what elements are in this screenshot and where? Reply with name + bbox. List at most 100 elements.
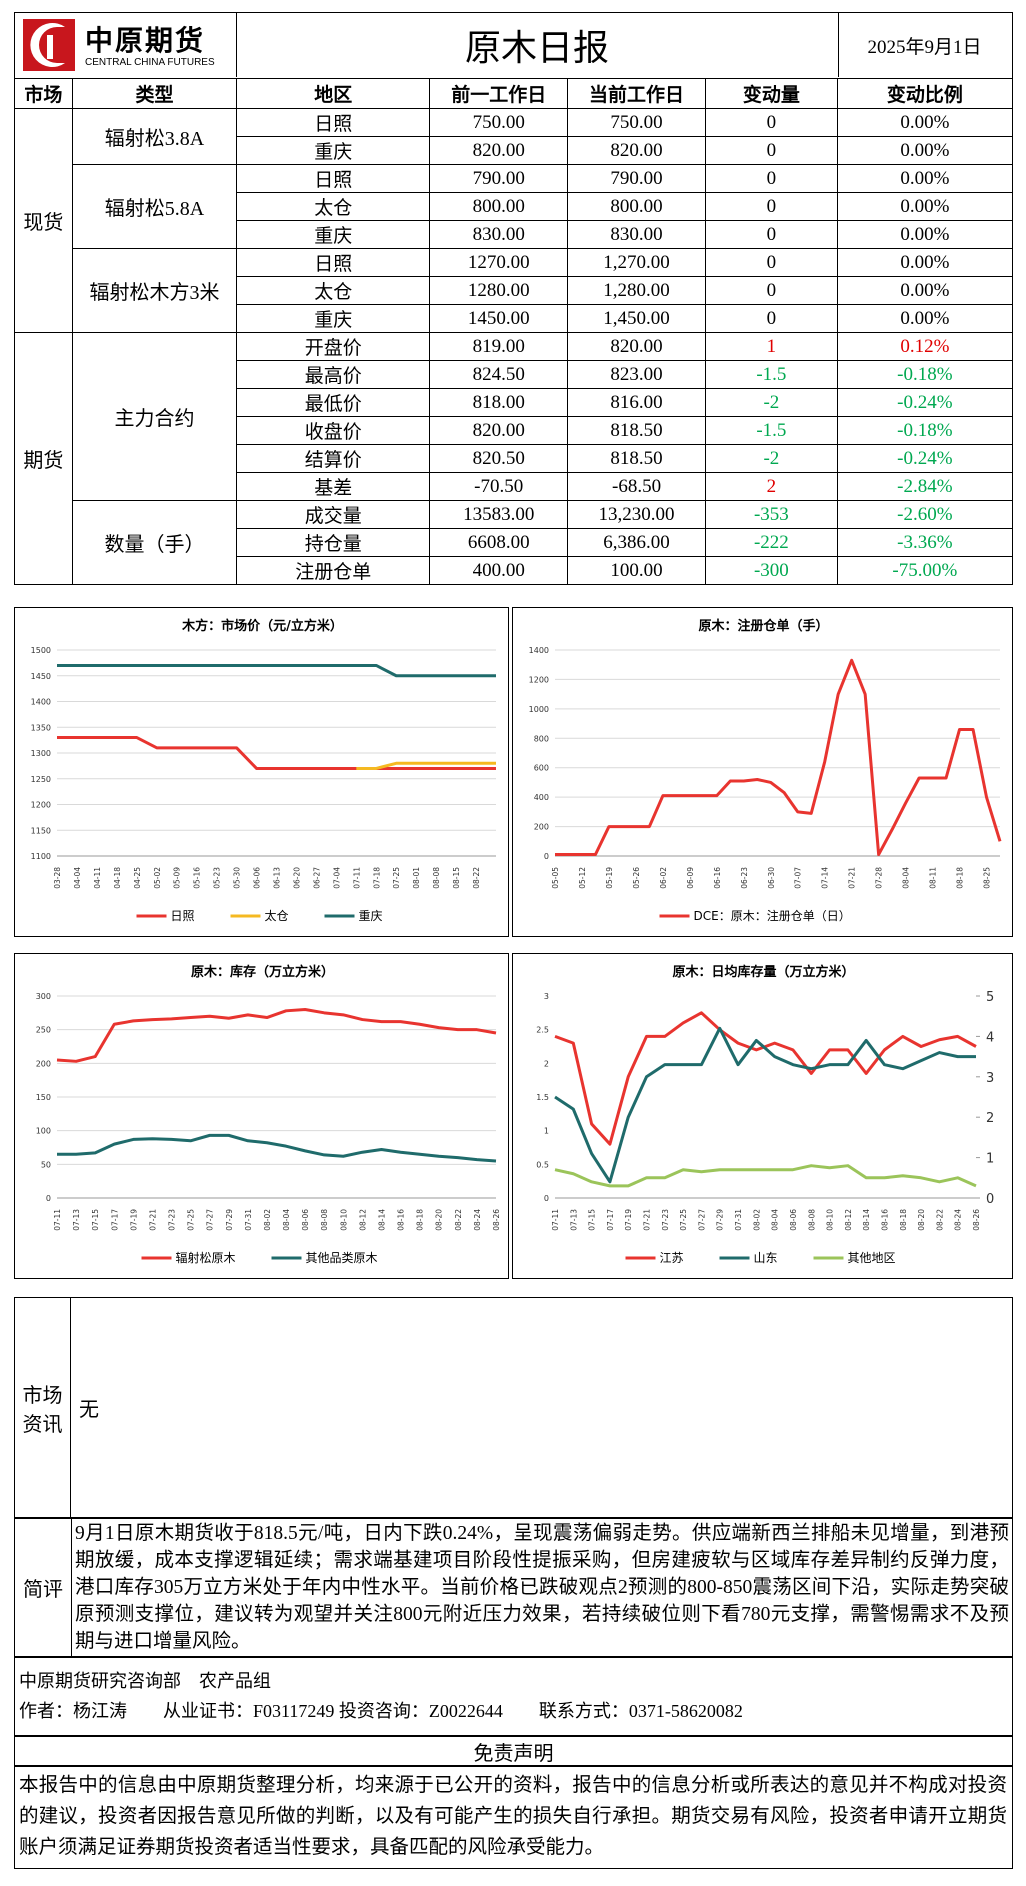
x-tick-label: 08-04: [902, 867, 911, 889]
disclaimer-title: 免责声明: [14, 1735, 1013, 1767]
value-cell: -300: [705, 556, 838, 585]
value-cell: 800.00: [567, 192, 706, 221]
x-tick-label: 07-21: [848, 867, 857, 889]
y2-tick-label: 5: [986, 990, 994, 1005]
x-tick-label: 08-24: [954, 1209, 963, 1231]
type-cell: 数量（手）: [71, 500, 238, 585]
legend-label: 山东: [754, 1251, 778, 1265]
x-tick-label: 05-05: [551, 867, 560, 889]
value-cell: 1,270.00: [567, 248, 706, 277]
value-cell: 0.00%: [836, 304, 1014, 333]
legend-label: 太仓: [265, 908, 289, 923]
y-tick-label: 0: [544, 1194, 549, 1203]
x-tick-label: 08-02: [752, 1209, 761, 1231]
table-row: 最高价 824.50 823.00 -1.5 -0.18%: [15, 360, 1014, 389]
value-cell: 824.50: [429, 360, 569, 389]
footer-line: 中原期货研究咨询部 农产品组: [19, 1671, 271, 1691]
table-row: 基差 -70.50 -68.50 2 -2.84%: [15, 472, 1014, 501]
market-info-text: 无: [79, 1399, 99, 1421]
x-tick-label: 05-23: [213, 867, 222, 889]
y-tick-label: 1500: [31, 646, 51, 655]
value-cell: -75.00%: [836, 556, 1014, 585]
y-tick-label: 3: [544, 992, 549, 1001]
value-cell: -0.24%: [836, 444, 1014, 473]
x-tick-label: 05-26: [632, 867, 641, 889]
value-cell: 13,230.00: [567, 500, 706, 529]
x-tick-label: 08-20: [917, 1209, 926, 1231]
x-tick-label: 08-16: [397, 1209, 406, 1231]
x-tick-label: 07-25: [187, 1209, 196, 1231]
table-row: 辐射松木方3米 日照 1270.00 1,270.00 0 0.00%: [15, 248, 1014, 333]
y-tick-label: 50: [41, 1160, 51, 1169]
x-tick-label: 05-30: [233, 867, 242, 889]
x-tick-label: 05-16: [193, 867, 202, 889]
value-cell: 820.00: [567, 332, 706, 361]
x-tick-label: 06-13: [273, 867, 282, 889]
x-tick-label: 08-02: [263, 1209, 272, 1231]
series-line: [554, 1026, 976, 1184]
series-line: [554, 1164, 977, 1188]
logo: 中原期货 CENTRAL CHINA FUTURES: [15, 13, 237, 77]
value-cell: 818.50: [567, 416, 706, 445]
y-tick-label: 1250: [31, 775, 51, 784]
legend-label: 辐射松原木: [176, 1250, 236, 1265]
x-tick-label: 07-28: [875, 867, 884, 889]
x-tick-label: 08-06: [789, 1209, 798, 1231]
value-cell: 830.00: [567, 220, 706, 249]
x-tick-label: 08-08: [807, 1209, 816, 1231]
value-cell: -353: [705, 500, 838, 529]
value-cell: 0: [705, 136, 838, 165]
value-cell: 820.00: [429, 416, 569, 445]
value-cell: 结算价: [236, 444, 431, 473]
y-tick-label: 1400: [529, 646, 549, 655]
legend-label: 日照: [171, 909, 195, 923]
market-cell: 期货: [14, 332, 73, 585]
value-cell: -2: [705, 444, 838, 473]
column-header: 前一工作日: [429, 78, 569, 109]
type-cell: 辐射松木方3米: [71, 248, 238, 333]
y2-tick-label: 3: [986, 1071, 994, 1086]
value-cell: 790.00: [567, 164, 706, 193]
value-cell: 0.00%: [836, 220, 1014, 249]
x-tick-label: 08-22: [454, 1209, 463, 1231]
value-cell: -70.50: [429, 472, 569, 501]
x-tick-label: 04-11: [93, 867, 102, 889]
x-tick-label: 07-21: [643, 1209, 652, 1231]
x-tick-label: 05-12: [578, 867, 587, 889]
value-cell: 790.00: [429, 164, 569, 193]
column-header: 类型: [71, 78, 238, 109]
column-header: 变动比例: [836, 78, 1014, 109]
disclaimer-text: 本报告中的信息由中原期货整理分析，均来源于已公开的资料，报告中的信息分析或所表达…: [19, 1775, 1007, 1858]
y-tick-label: 400: [534, 793, 549, 802]
series-line: [356, 761, 496, 770]
value-cell: 819.00: [429, 332, 569, 361]
legend-label: 其他品类原木: [306, 1251, 378, 1265]
x-tick-label: 07-15: [588, 1209, 597, 1231]
x-tick-label: 07-17: [110, 1209, 119, 1231]
value-cell: 750.00: [567, 108, 706, 137]
value-cell: -1.5: [705, 416, 838, 445]
value-cell: 6608.00: [429, 528, 569, 557]
y-tick-label: 300: [36, 992, 51, 1001]
value-cell: 最高价: [236, 360, 431, 389]
value-cell: 0.00%: [836, 164, 1014, 193]
chart: 原木：注册仓单（手） 0 200 400 600 800 1000 1200 1400 05-05…: [512, 607, 1013, 937]
value-cell: 1: [705, 332, 838, 361]
table-row: 持仓量 6608.00 6,386.00 -222 -3.36%: [15, 528, 1014, 557]
value-cell: 太仓: [236, 276, 431, 305]
market-cell: 现货: [14, 108, 73, 333]
x-tick-label: 08-15: [452, 867, 461, 889]
chart: 原木：库存（万立方米） 0 50 100 150 200 250 300 07-11 07-13 0…: [14, 953, 509, 1279]
value-cell: -0.24%: [836, 388, 1014, 417]
table-row: 辐射松5.8A 日照 790.00 790.00 0 0.00%: [15, 164, 1014, 249]
series-line: [554, 1011, 977, 1146]
series-line: [555, 658, 1002, 857]
x-tick-label: 08-26: [492, 1209, 501, 1231]
value-cell: 13583.00: [429, 500, 569, 529]
header-row: 市场 类型 地区 前一工作日 当前工作日 变动量 变动比例: [14, 78, 1014, 109]
value-cell: -0.18%: [836, 360, 1014, 389]
y2-tick-label: 0: [986, 1192, 994, 1207]
x-tick-label: 07-21: [148, 1209, 157, 1231]
value-cell: 0: [705, 108, 838, 137]
series-line: [56, 1007, 497, 1063]
